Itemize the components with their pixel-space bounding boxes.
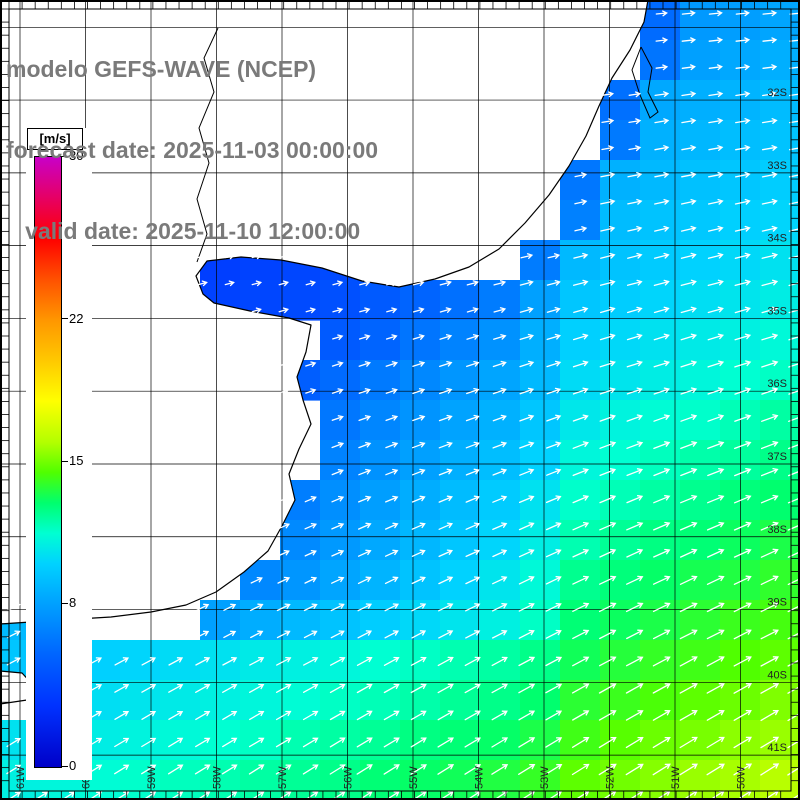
lon-label: 57W <box>277 766 289 789</box>
lat-label: 36S <box>767 378 787 390</box>
colorbar-unit-label: [m/s] <box>27 128 83 150</box>
lat-label: 33S <box>767 160 787 172</box>
map-title-block: modelo GEFS-WAVE (NCEP) forecast date: 2… <box>6 2 378 299</box>
lon-label: 51W <box>670 766 682 789</box>
lon-label: 50W <box>736 766 748 789</box>
lat-label: 40S <box>767 669 787 681</box>
lat-label: 38S <box>767 524 787 536</box>
model-name-title: modelo GEFS-WAVE (NCEP) <box>6 56 317 82</box>
forecast-date-line: forecast date: 2025-11-03 00:00:00 <box>6 137 379 163</box>
colorbar-tick <box>61 155 68 157</box>
colorbar-legend: [m/s] 30 22 15 8 0 <box>26 128 92 780</box>
colorbar-tick-value: 0 <box>69 758 77 773</box>
colorbar-tick-value: 22 <box>69 310 84 326</box>
lon-label: 55W <box>408 766 420 789</box>
lon-label: 59W <box>146 766 158 789</box>
lat-label: 34S <box>767 233 787 245</box>
colorbar-tick <box>61 602 68 604</box>
lon-label: 56W <box>343 766 355 789</box>
lat-label: 35S <box>767 305 787 317</box>
lat-label: 39S <box>767 597 787 609</box>
lon-label: 58W <box>212 766 224 789</box>
valid-date-line: valid date: 2025-11-10 12:00:00 <box>6 218 361 244</box>
colorbar-tick-value: 30 <box>69 148 84 163</box>
lat-label: 32S <box>767 87 787 99</box>
lon-label: 53W <box>539 766 551 789</box>
lon-label: 61W <box>15 766 27 789</box>
lat-label: 41S <box>767 742 787 754</box>
lat-label: 37S <box>767 451 787 463</box>
colorbar-tick-value: 8 <box>69 595 77 611</box>
wind-arrows <box>6 10 800 800</box>
colorbar-gradient <box>34 156 62 768</box>
colorbar-tick <box>61 765 68 767</box>
lon-label: 54W <box>474 766 486 789</box>
colorbar-tick <box>61 460 68 462</box>
colorbar-tick-value: 15 <box>69 453 84 468</box>
colorbar-tick <box>61 318 68 320</box>
lon-label: 52W <box>605 766 617 789</box>
